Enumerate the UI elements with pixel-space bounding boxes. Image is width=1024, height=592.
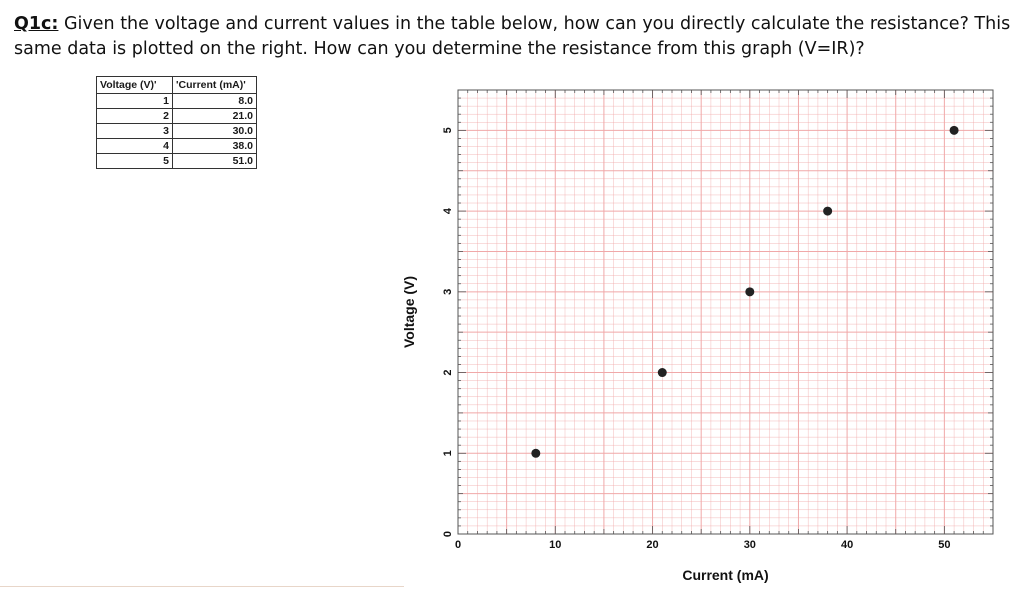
table-cell-current: 30.0 [172,123,257,139]
data-point [823,206,833,216]
x-axis-label: Current (mA) [682,567,768,583]
grid-major [457,89,994,535]
data-table: Voltage (V)' 'Current (mA)' 1 8.0 2 21.0… [96,76,257,169]
table-header-voltage: Voltage (V)' [96,76,173,94]
x-tick-label: 0 [455,539,461,551]
table-cell-voltage: 1 [96,93,173,109]
y-tick-label: 1 [442,450,454,456]
table-cell-voltage: 5 [96,153,173,169]
table-cell-current: 51.0 [172,153,257,169]
y-tick-labels: 0 1 2 3 4 5 [442,127,454,537]
table-row: 2 21.0 [96,108,257,124]
data-point [657,368,667,378]
table-cell-voltage: 3 [96,123,173,139]
x-tick-label: 10 [549,539,561,551]
question-text: Q1c: Given the voltage and current value… [14,12,1014,62]
y-tick-label: 0 [442,531,454,537]
question-body: Given the voltage and current values in … [14,14,1011,59]
table-header-row: Voltage (V)' 'Current (mA)' [96,76,257,94]
y-tick-label: 5 [442,127,454,133]
y-axis-label: Voltage (V) [401,276,417,348]
x-tick-label: 50 [938,539,950,551]
axis-ticks [457,89,994,535]
table-row: 4 38.0 [96,138,257,154]
table-cell-current: 38.0 [172,138,257,154]
table-header-current: 'Current (mA)' [172,76,257,94]
question-label: Q1c: [14,14,59,34]
plot-frame [457,89,994,535]
data-points [531,125,959,458]
y-tick-label: 3 [442,289,454,295]
table-row: 5 51.0 [96,153,257,169]
y-tick-label: 2 [442,369,454,375]
data-point [949,125,959,135]
x-tick-labels: 0 10 20 30 40 50 [455,539,951,551]
table-cell-current: 8.0 [172,93,257,109]
y-tick-label: 4 [442,207,454,214]
scatter-chart: 0 10 20 30 40 50 0 1 2 3 4 5 Current (mA) Voltage … [401,89,994,583]
bottom-rule [0,586,404,587]
table-cell-voltage: 4 [96,138,173,154]
x-tick-label: 20 [646,539,658,551]
data-point [531,448,541,458]
grid-minor [458,90,993,534]
table-cell-current: 21.0 [172,108,257,124]
x-tick-label: 40 [841,539,853,551]
table-row: 3 30.0 [96,123,257,139]
table-row: 1 8.0 [96,93,257,109]
x-tick-label: 30 [744,539,756,551]
table-cell-voltage: 2 [96,108,173,124]
data-point [745,287,755,297]
